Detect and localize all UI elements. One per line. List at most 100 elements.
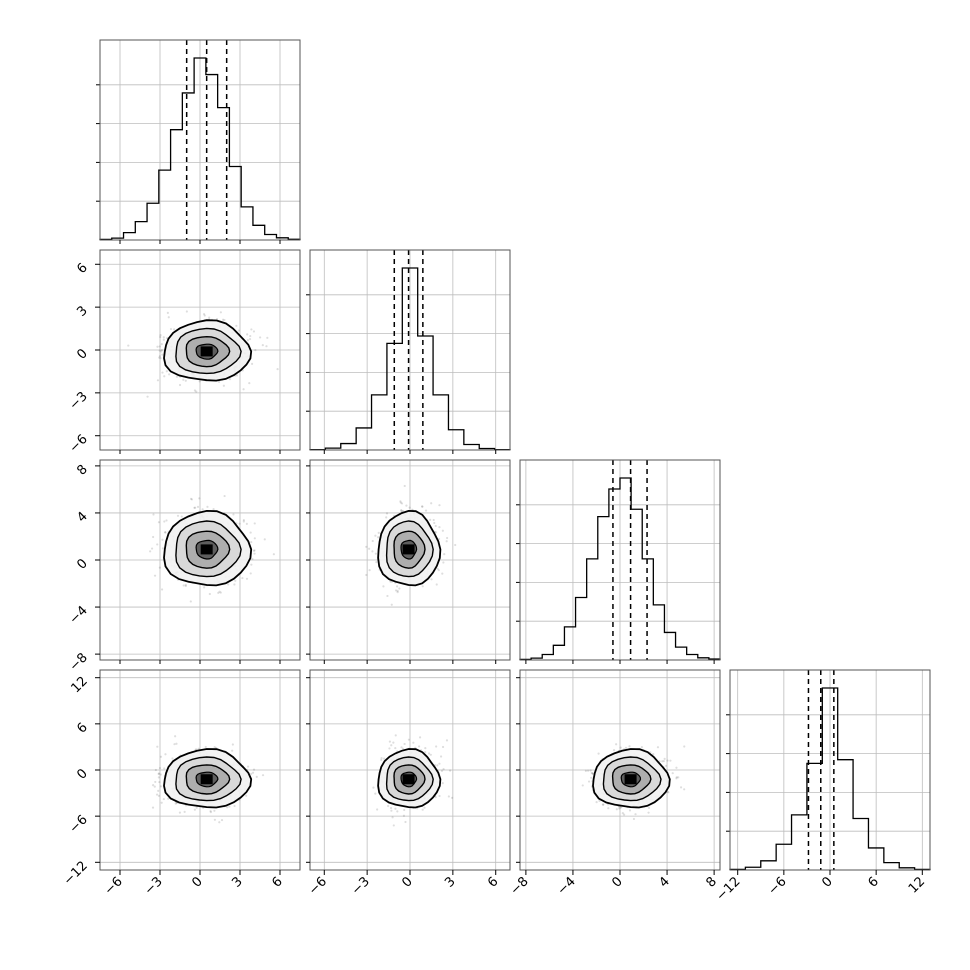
scatter-point <box>382 585 385 588</box>
histogram-step <box>729 687 931 871</box>
scatter-point <box>395 585 399 588</box>
scatter-point <box>669 759 672 762</box>
scatter-point <box>448 769 452 772</box>
scatter-point <box>437 569 440 572</box>
scatter-point <box>424 509 428 512</box>
scatter-point <box>656 746 660 749</box>
scatter-point <box>234 579 237 582</box>
scatter-point <box>451 796 454 799</box>
scatter-point <box>231 743 234 746</box>
scatter-point <box>157 772 161 775</box>
scatter-point <box>238 522 241 525</box>
scatter-point <box>156 379 160 382</box>
scatter-point <box>158 345 161 348</box>
scatter-point <box>217 591 220 594</box>
scatter-point <box>390 809 393 812</box>
scatter-point <box>182 584 185 587</box>
scatter-point <box>388 740 392 743</box>
scatter-point <box>164 531 167 534</box>
scatter-point <box>445 739 449 742</box>
scatter-point <box>607 807 610 810</box>
scatter-panel-p0-p1 <box>99 249 301 454</box>
scatter-point <box>253 552 256 555</box>
scatter-point <box>372 786 375 789</box>
scatter-point <box>213 746 216 749</box>
scatter-point <box>251 771 255 774</box>
scatter-point <box>208 316 211 319</box>
scatter-panel-p1-p2 <box>306 459 511 664</box>
scatter-point <box>193 389 197 392</box>
y-tick-label: −6 <box>67 812 91 836</box>
scatter-point <box>374 534 377 537</box>
scatter-point <box>441 529 444 532</box>
scatter-point <box>164 753 167 756</box>
scatter-point <box>446 536 449 540</box>
scatter-point <box>209 811 212 814</box>
density-peak <box>402 774 415 785</box>
scatter-point <box>454 543 457 547</box>
scatter-point <box>385 516 388 519</box>
scatter-point <box>365 545 368 548</box>
scatter-point <box>374 792 377 795</box>
scatter-point <box>164 531 167 534</box>
scatter-point <box>619 746 622 749</box>
scatter-point <box>183 810 186 813</box>
x-tick-label: 3 <box>229 874 245 890</box>
scatter-point <box>159 333 162 337</box>
scatter-point <box>435 583 438 586</box>
scatter-point <box>245 522 248 525</box>
scatter-point <box>155 793 159 796</box>
scatter-point <box>584 769 587 772</box>
scatter-point <box>667 791 670 794</box>
y-tick-label: 12 <box>69 674 91 696</box>
scatter-point <box>162 797 165 801</box>
scatter-point <box>218 821 221 824</box>
scatter-point <box>193 808 196 811</box>
scatter-point <box>675 777 678 780</box>
scatter-point <box>581 784 584 787</box>
scatter-point <box>163 767 166 770</box>
x-tick-label: −12 <box>714 874 744 904</box>
histogram-step <box>309 267 511 451</box>
scatter-point <box>434 524 437 528</box>
y-tick-label: −6 <box>67 432 91 456</box>
scatter-point <box>222 384 225 387</box>
scatter-point <box>399 500 402 503</box>
scatter-point <box>237 329 240 332</box>
scatter-point <box>438 504 441 507</box>
scatter-point <box>423 806 426 809</box>
scatter-point <box>249 531 252 534</box>
scatter-point <box>263 538 266 541</box>
scatter-point <box>394 807 397 810</box>
scatter-point <box>185 310 188 313</box>
scatter-point <box>442 767 445 771</box>
scatter-point <box>634 813 637 816</box>
scatter-point <box>190 498 194 501</box>
scatter-point <box>189 497 193 500</box>
scatter-point <box>376 536 380 539</box>
scatter-point <box>420 505 424 508</box>
scatter-point <box>175 742 178 745</box>
x-tick-label: −8 <box>508 874 532 898</box>
scatter-point <box>233 804 236 808</box>
scatter-point <box>612 748 616 752</box>
scatter-point <box>442 561 445 564</box>
scatter-point <box>394 589 398 592</box>
scatter-point <box>405 504 408 507</box>
histogram-panel-p1 <box>306 249 511 454</box>
scatter-point <box>160 801 163 804</box>
scatter-point <box>252 549 255 552</box>
scatter-point <box>151 806 155 809</box>
scatter-point <box>421 808 424 811</box>
scatter-point <box>666 759 669 762</box>
histogram-panel-p0 <box>96 39 301 244</box>
scatter-point <box>127 344 130 347</box>
scatter-point <box>628 745 631 748</box>
scatter-point <box>250 563 253 566</box>
scatter-point <box>675 766 678 769</box>
scatter-point <box>219 311 222 314</box>
scatter-point <box>430 578 433 581</box>
scatter-point <box>424 747 427 750</box>
y-tick-label: 4 <box>74 509 90 525</box>
scatter-point <box>176 514 180 517</box>
